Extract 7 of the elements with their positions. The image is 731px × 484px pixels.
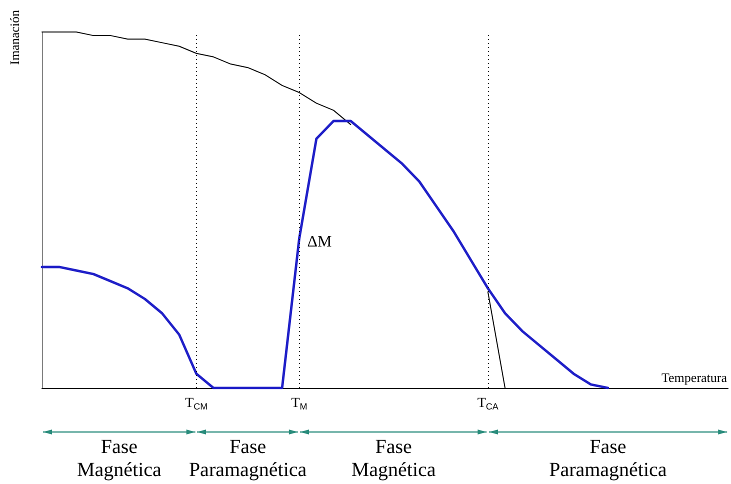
y-axis-title: Imanación <box>7 10 22 65</box>
text: Fase Magnética <box>76 436 162 481</box>
text: Fase Paramagnética <box>188 436 308 482</box>
text: Fase Paramagnética <box>548 436 668 482</box>
annotation: ΔM <box>307 234 332 251</box>
text: Fase Magnética <box>350 436 437 482</box>
x-axis-title: Temperatura <box>662 370 728 385</box>
